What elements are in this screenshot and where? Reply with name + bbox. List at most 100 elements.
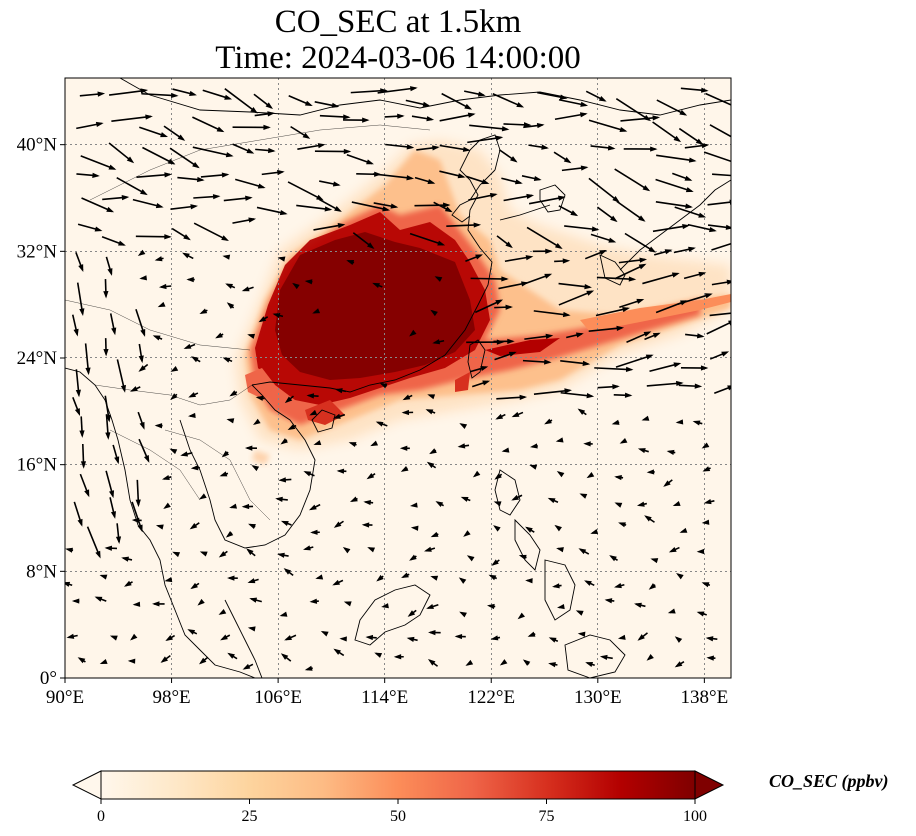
wind-arrow-head xyxy=(426,116,435,122)
wind-arrow-head xyxy=(303,471,312,477)
wind-arrow-head xyxy=(590,529,599,535)
wind-arrow-head xyxy=(131,517,140,523)
wind-arrow-head xyxy=(437,240,446,246)
wind-arrow-head xyxy=(554,242,563,250)
wind-arrow-shaft xyxy=(439,113,474,122)
wind-arrow-head xyxy=(199,551,208,557)
wind-arrow-head xyxy=(114,456,120,465)
wind-arrow-head xyxy=(667,608,676,614)
wind-arrow-head xyxy=(227,652,235,659)
wind-arrow-head xyxy=(189,523,198,530)
wind-arrow-shaft xyxy=(711,242,731,251)
wind-arrow-shaft xyxy=(703,151,731,163)
wind-arrow-head xyxy=(703,499,712,505)
wind-arrow-head xyxy=(227,575,235,581)
wind-arrow-head xyxy=(536,122,545,129)
wind-arrow-head xyxy=(103,348,109,357)
wind-arrow-shaft xyxy=(136,173,170,178)
wind-arrow-head xyxy=(183,234,191,241)
wind-arrow-head xyxy=(349,496,358,503)
wind-arrow-head xyxy=(701,519,710,525)
wind-arrow-head xyxy=(489,192,498,199)
wind-arrow-head xyxy=(637,448,646,454)
wind-arrow-head xyxy=(332,181,341,187)
wind-arrow-head xyxy=(556,470,565,478)
wind-arrow-head xyxy=(343,114,351,120)
wind-arrow-shaft xyxy=(712,173,731,177)
wind-arrow-head xyxy=(361,522,370,528)
wind-arrow-head xyxy=(444,206,453,213)
wind-arrow-head xyxy=(280,653,289,660)
map-title: CO_SEC at 1.5km xyxy=(274,4,522,40)
wind-arrow-head xyxy=(268,147,276,154)
wind-arrow-head xyxy=(432,145,440,151)
wind-arrow-head xyxy=(111,327,117,336)
wind-arrow-head xyxy=(434,276,443,282)
wind-arrow-head xyxy=(624,392,633,398)
wind-arrow-head xyxy=(477,91,486,97)
wind-arrow-shaft xyxy=(528,196,564,205)
wind-arrow-head xyxy=(501,447,510,453)
wind-arrow-head xyxy=(320,630,329,637)
wind-arrow-head xyxy=(745,174,753,179)
wind-arrow-head xyxy=(676,380,684,387)
wind-arrow-shaft xyxy=(80,155,115,170)
wind-arrow-head xyxy=(612,384,620,390)
wind-arrow-head xyxy=(584,580,592,586)
wind-arrow-head xyxy=(409,502,418,508)
wind-arrow-head xyxy=(646,654,654,661)
wind-arrow-head xyxy=(138,365,146,372)
wind-arrow-head xyxy=(614,502,623,508)
wind-arrow-head xyxy=(726,279,731,285)
wind-arrow-head xyxy=(429,448,437,455)
wind-arrow-head xyxy=(137,249,146,257)
wind-arrow-head xyxy=(688,246,696,252)
wind-arrow-head xyxy=(696,333,705,339)
wind-arrow-head xyxy=(65,547,73,553)
wind-arrow-head xyxy=(591,226,600,232)
wind-arrow-head xyxy=(735,161,743,166)
y-tick-label: 40°N xyxy=(17,135,58,156)
wind-arrow-head xyxy=(242,663,251,670)
wind-arrow-head xyxy=(160,656,169,663)
wind-arrow-head xyxy=(648,583,657,590)
wind-arrow-head xyxy=(694,383,703,389)
wind-arrow-head xyxy=(79,430,85,438)
wind-arrow-shaft xyxy=(655,201,692,208)
wind-arrow-shaft xyxy=(193,222,228,241)
wind-arrow-head xyxy=(673,135,682,143)
wind-arrow-shaft xyxy=(595,307,629,317)
x-tick-label: 90°E xyxy=(46,687,84,708)
wind-arrow-shaft xyxy=(192,146,232,157)
wind-arrow-head xyxy=(666,449,675,455)
wind-arrow-head xyxy=(99,574,108,580)
wind-arrow-shaft xyxy=(470,277,507,280)
wind-arrow-head xyxy=(480,366,489,372)
wind-arrow-head xyxy=(308,504,317,511)
wind-arrow-head xyxy=(426,603,434,609)
wind-arrow-shaft xyxy=(558,290,593,306)
wind-arrow-head xyxy=(334,388,343,394)
wind-arrow-head xyxy=(459,423,468,430)
wind-arrow-head xyxy=(616,325,625,331)
wind-arrow-head xyxy=(108,164,117,170)
wind-arrow-head xyxy=(679,527,688,533)
wind-arrow-shaft xyxy=(655,178,693,193)
wind-arrow-head xyxy=(139,421,145,430)
wind-arrow-head xyxy=(120,384,126,393)
wind-arrow-head xyxy=(637,634,645,641)
wind-arrow-head xyxy=(118,240,126,246)
wind-arrow-head xyxy=(155,524,164,530)
wind-arrow-head xyxy=(165,635,174,642)
wind-arrow-head xyxy=(180,451,189,457)
wind-arrow-head xyxy=(685,203,693,209)
wind-arrow-head xyxy=(163,502,171,509)
wind-arrow-head xyxy=(197,176,205,183)
wind-arrow-head xyxy=(275,496,283,502)
wind-arrow-head xyxy=(638,263,647,270)
wind-arrow-head xyxy=(71,598,80,604)
wind-arrow-head xyxy=(332,413,341,419)
wind-arrow-head xyxy=(124,580,132,587)
wind-arrow-head xyxy=(464,103,473,110)
wind-arrow-head xyxy=(324,206,333,212)
